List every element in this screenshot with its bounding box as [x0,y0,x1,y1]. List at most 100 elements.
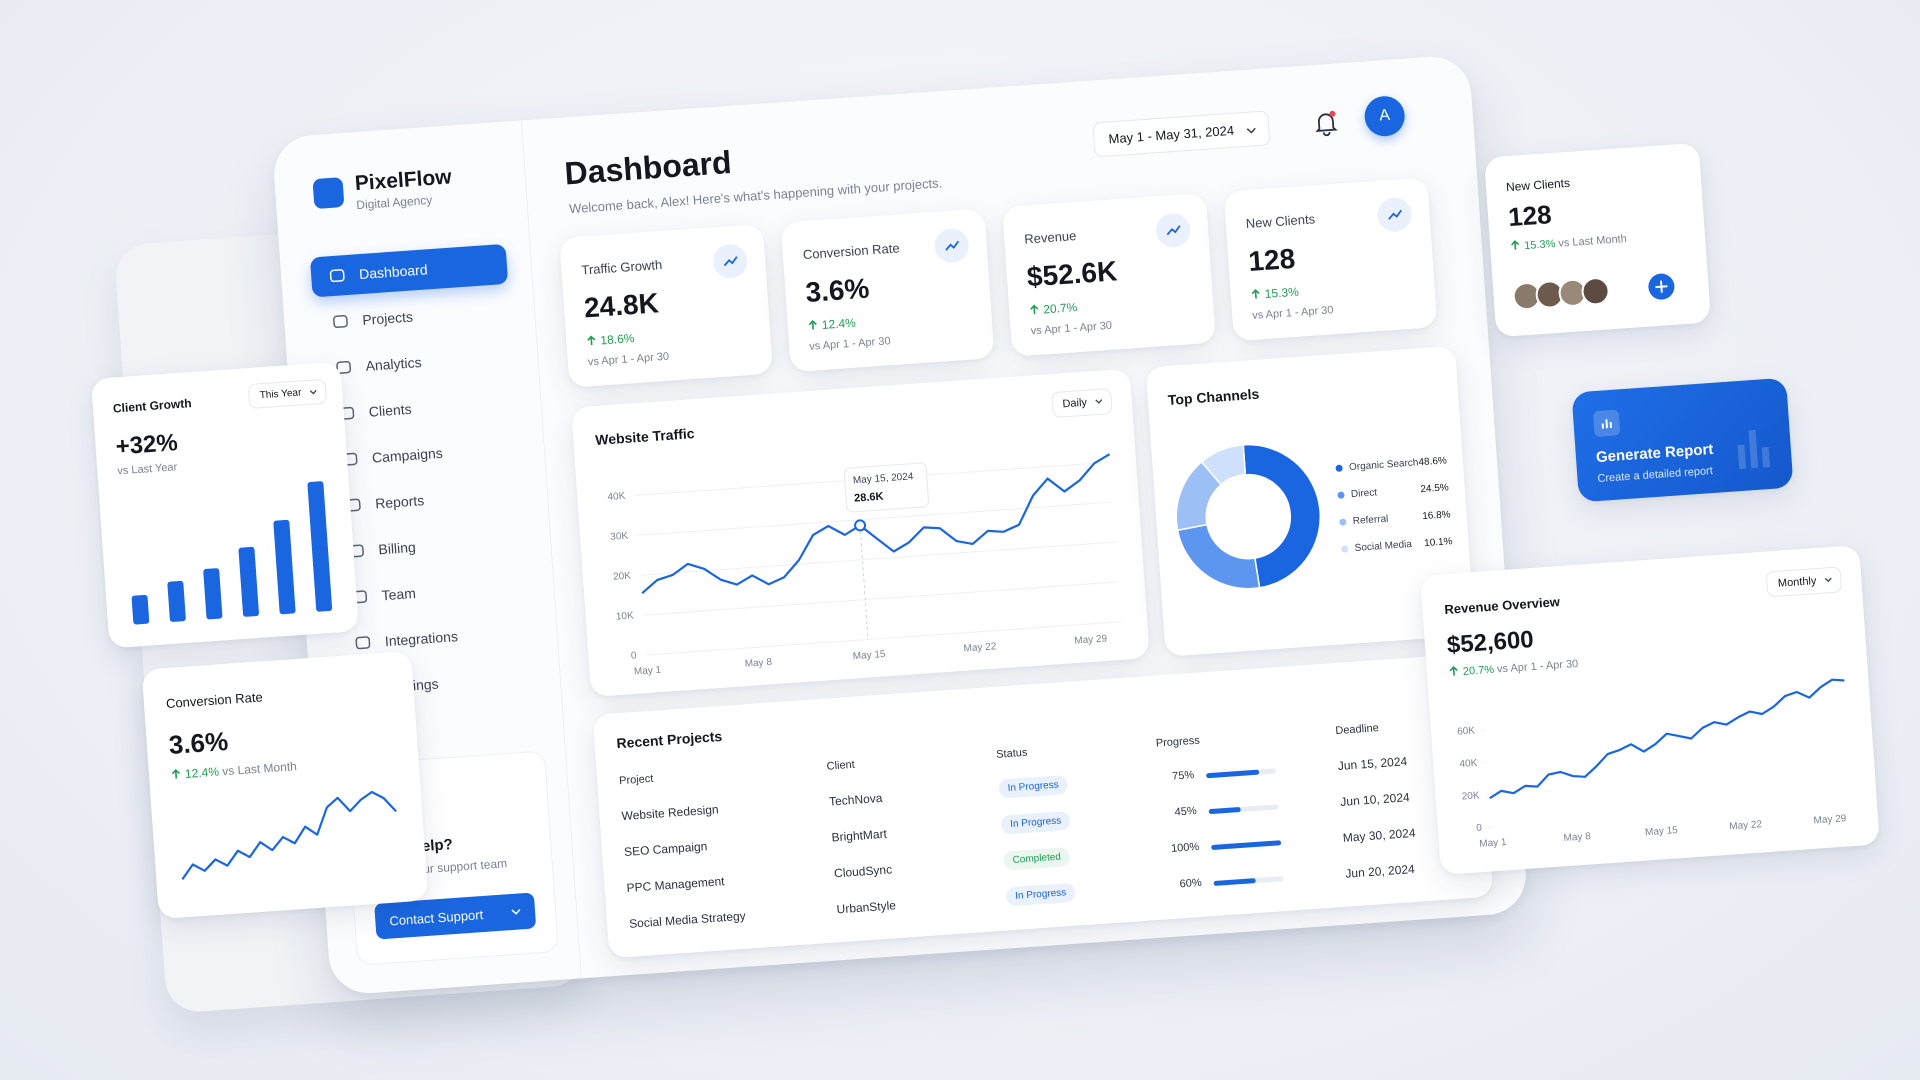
report-icon [1593,409,1621,437]
nav-item[interactable]: Dashboard [309,243,509,298]
x-tick-label: May 1 [1479,837,1507,850]
up-arrow [1449,665,1458,676]
tooltip-guide [859,525,869,640]
y-tick-label: 40K [607,491,626,503]
glyph [1388,209,1402,220]
status-pill: In Progress [1000,810,1071,835]
stat-icon [1376,196,1413,233]
client-name: BrightMart [831,826,888,845]
bar [273,519,296,615]
x-tick-label: May 15 [852,649,886,662]
bar [238,546,259,617]
projects-title: Recent Projects [615,727,723,752]
nav-item[interactable]: Team [332,565,530,619]
nav-icon-shape [336,360,352,374]
logo-icon [312,177,345,210]
change-row: 20.7% vs Apr 1 - Apr 30 [1448,657,1579,679]
stat-change: 18.6% [586,331,635,348]
avatar-stack [1512,273,1675,311]
y-tick-label: 30K [610,531,629,543]
projects-card: Recent Projects Project Client Status Progr… [592,653,1494,959]
change: 20.7% [1042,300,1078,317]
progress-track [1208,804,1279,815]
client-name: CloudSync [833,862,893,881]
change: 12.4% [184,764,220,781]
legend-value: 24.5% [1420,482,1449,495]
stat-card: New Clients 128 15.3% vs Apr 1 - Apr 30 [1223,177,1438,342]
stat-label: Conversion Rate [802,240,901,263]
progress-label: 60% [1179,876,1203,891]
data-line [641,453,1111,594]
report-text: Create a detailed report [1597,464,1714,486]
revenue-card: Revenue Overview Monthly $52,600 20.7% v… [1420,545,1880,875]
legend-value: 16.8% [1422,509,1451,522]
nav-item[interactable]: Projects [313,290,511,344]
tooltip-value: 28.6K [854,491,884,505]
grid-line [643,581,1119,616]
up-arrow [171,768,180,779]
x-tick-label: May 22 [1729,819,1763,832]
up-arrow [808,319,817,330]
up-arrow [1251,289,1260,299]
legend-value: 10.1% [1424,536,1453,549]
arrow-path [808,319,817,330]
nav-item[interactable]: Campaigns [323,427,521,481]
progress-label: 75% [1171,769,1195,783]
filter-dropdown[interactable]: Daily [1050,387,1113,419]
grid-line [646,621,1122,656]
project-name: SEO Campaign [623,839,708,860]
nav-item[interactable]: Reports [326,473,524,527]
project-name: Website Redesign [621,802,720,824]
line-chart: 0 20K 40K 60K May 1 May 8 May 15 May 22 May 29 [1457,678,1847,850]
stat-icon-glyph [1388,209,1402,220]
project-name: Social Media Strategy [628,908,747,931]
status-pill: In Progress [1005,882,1076,907]
page-title: Dashboard [563,143,733,192]
nav-item[interactable]: Clients [320,382,518,436]
bar [167,580,186,622]
nav-label: Clients [368,400,413,420]
generate-report-card[interactable]: Generate Report Create a detailed report [1571,377,1794,503]
grid-line [640,541,1116,576]
nav-item[interactable]: Analytics [316,336,514,390]
conversion-card: Conversion Rate 3.6% 12.4% vs Last Month [141,650,429,920]
bar-chart [131,481,333,625]
client-growth-card: Client Growth This Year +32% vs Last Yea… [90,361,360,649]
avatar[interactable]: A [1363,94,1407,138]
filter-dropdown[interactable]: Monthly [1766,566,1843,598]
project-name: PPC Management [626,874,725,895]
legend-dot [1341,545,1349,553]
deadline: May 30, 2024 [1342,825,1416,845]
progress-label: 100% [1170,840,1200,855]
nav-label: Analytics [365,354,423,374]
chart-title: Revenue Overview [1443,594,1561,618]
arrow-path [1251,289,1260,299]
change: 18.6% [599,331,635,348]
nav-label: Integrations [384,628,459,650]
y-tick-label: 20K [613,571,632,583]
contact-button[interactable]: Contact Support [374,892,537,940]
nav-icon-shape [333,315,348,329]
stat-icon [933,227,970,264]
card-value: 128 [1507,199,1553,233]
filter-dropdown[interactable]: This Year [247,378,328,410]
traffic-card: Website Traffic Daily 0 10K 20K 30K 40K May 1… [571,368,1150,697]
deadline: Jun 10, 2024 [1339,790,1411,809]
line-chart [181,790,397,881]
change: 15.3% [1264,284,1300,301]
y-tick-label: 60K [1457,725,1476,737]
stat-label: New Clients [1245,211,1316,232]
chevron [511,908,521,915]
report-decoration [1737,429,1771,470]
donut-chart: Organic Search 48.6% Direct 24.5% Referral 16… [1175,443,1453,590]
nav-item[interactable]: Integrations [336,611,534,665]
date-picker[interactable]: May 1 - May 31, 2024 [1092,110,1271,158]
new-clients-card: New Clients 128 15.3% vs Last Month [1483,142,1712,338]
bell-icon[interactable] [1312,107,1340,137]
stats-row: Traffic Growth 24.8K 18.6% vs Apr 1 - Apr 3… [271,54,1468,388]
up-arrow [1511,240,1520,250]
nav-item[interactable]: Billing [329,519,527,573]
x-tick-label: May 22 [963,641,997,654]
y-tick-label: 20K [1461,790,1480,802]
